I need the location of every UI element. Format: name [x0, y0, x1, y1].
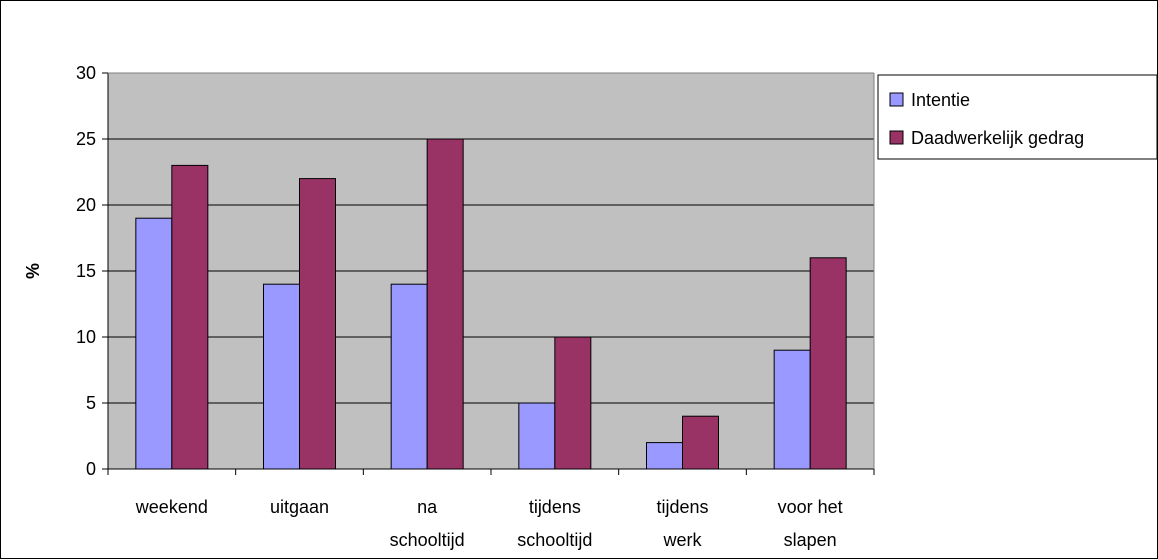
y-tick-labels: 0 5 10 15 20 25 30: [76, 63, 96, 479]
y-axis-label: %: [23, 263, 43, 279]
bars: [135, 138, 847, 470]
legend: Intentie Daadwerkelijk gedrag: [877, 74, 1158, 160]
bar-intentie: [263, 283, 300, 470]
x-tick-label: weekend: [135, 497, 208, 517]
bar-daadwerkelijk-gedrag: [299, 178, 336, 470]
y-tick-label: 30: [76, 63, 96, 83]
bar-intentie: [135, 217, 173, 470]
bar-daadwerkelijk-gedrag: [171, 164, 209, 470]
y-tick-label: 0: [86, 459, 96, 479]
y-tick-label: 5: [86, 393, 96, 413]
bar-daadwerkelijk-gedrag: [426, 138, 464, 470]
x-tick-label: tijdens werk: [656, 497, 708, 550]
axes: [102, 72, 875, 475]
y-tick-label: 25: [76, 129, 96, 149]
bar-intentie: [773, 349, 811, 470]
x-tick-label: tijdens schooltijd: [517, 497, 592, 550]
y-tick-label: 15: [76, 261, 96, 281]
x-tick-label: voor het slapen: [778, 497, 843, 550]
legend-label: Daadwerkelijk gedrag: [911, 128, 1084, 148]
x-tick-label: na schooltijd: [390, 497, 465, 550]
bar-intentie: [518, 402, 556, 470]
bar-intentie: [390, 283, 428, 470]
bar-daadwerkelijk-gedrag: [682, 415, 719, 470]
bar-daadwerkelijk-gedrag: [809, 257, 847, 470]
legend-label: Intentie: [911, 90, 970, 110]
x-tick-label: uitgaan: [270, 497, 329, 517]
bar-intentie: [646, 442, 683, 470]
x-tick-labels: weekend uitgaan na schooltijd tijdens schoolt…: [135, 497, 843, 550]
y-tick-label: 20: [76, 195, 96, 215]
y-tick-label: 10: [76, 327, 96, 347]
legend-swatch: [889, 130, 904, 145]
legend-swatch: [889, 92, 904, 107]
bar-daadwerkelijk-gedrag: [554, 336, 592, 470]
legend-box: [877, 74, 1158, 160]
